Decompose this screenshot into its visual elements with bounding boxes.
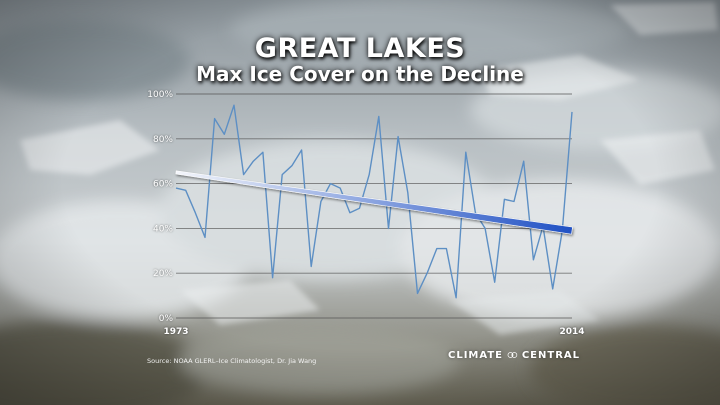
x-tick-label: 1973: [163, 327, 188, 337]
source-note: Source: NOAA GLERL–Ice Climatologist, Dr…: [147, 357, 317, 365]
chart-subtitle: Max Ice Cover on the Decline: [196, 62, 524, 86]
x-tick-label: 2014: [559, 327, 584, 337]
y-axis-tick-labels: 0% 20% 40% 60% 80% 100%: [147, 90, 173, 324]
y-tick-label: 100%: [147, 90, 173, 100]
y-tick-label: 20%: [153, 269, 173, 279]
x-axis-tick-labels: 1973 2014: [163, 327, 584, 337]
brand-word-central: CENTRAL: [521, 349, 580, 361]
chart-title: GREAT LAKES: [254, 33, 466, 64]
trend-line: [175, 170, 573, 235]
climate-central-logo-icon: [507, 352, 518, 358]
y-tick-label: 80%: [153, 135, 173, 145]
climate-central-brand: CLIMATE CENTRAL: [448, 346, 580, 364]
y-tick-label: 0%: [159, 314, 174, 324]
brand-word-climate: CLIMATE: [448, 349, 503, 361]
gridlines: [176, 93, 572, 319]
trend-band: [175, 170, 573, 235]
ice-cover-series: [175, 104, 573, 299]
series-line: [175, 104, 573, 299]
y-tick-label: 40%: [153, 224, 173, 234]
y-tick-label: 60%: [153, 180, 173, 190]
